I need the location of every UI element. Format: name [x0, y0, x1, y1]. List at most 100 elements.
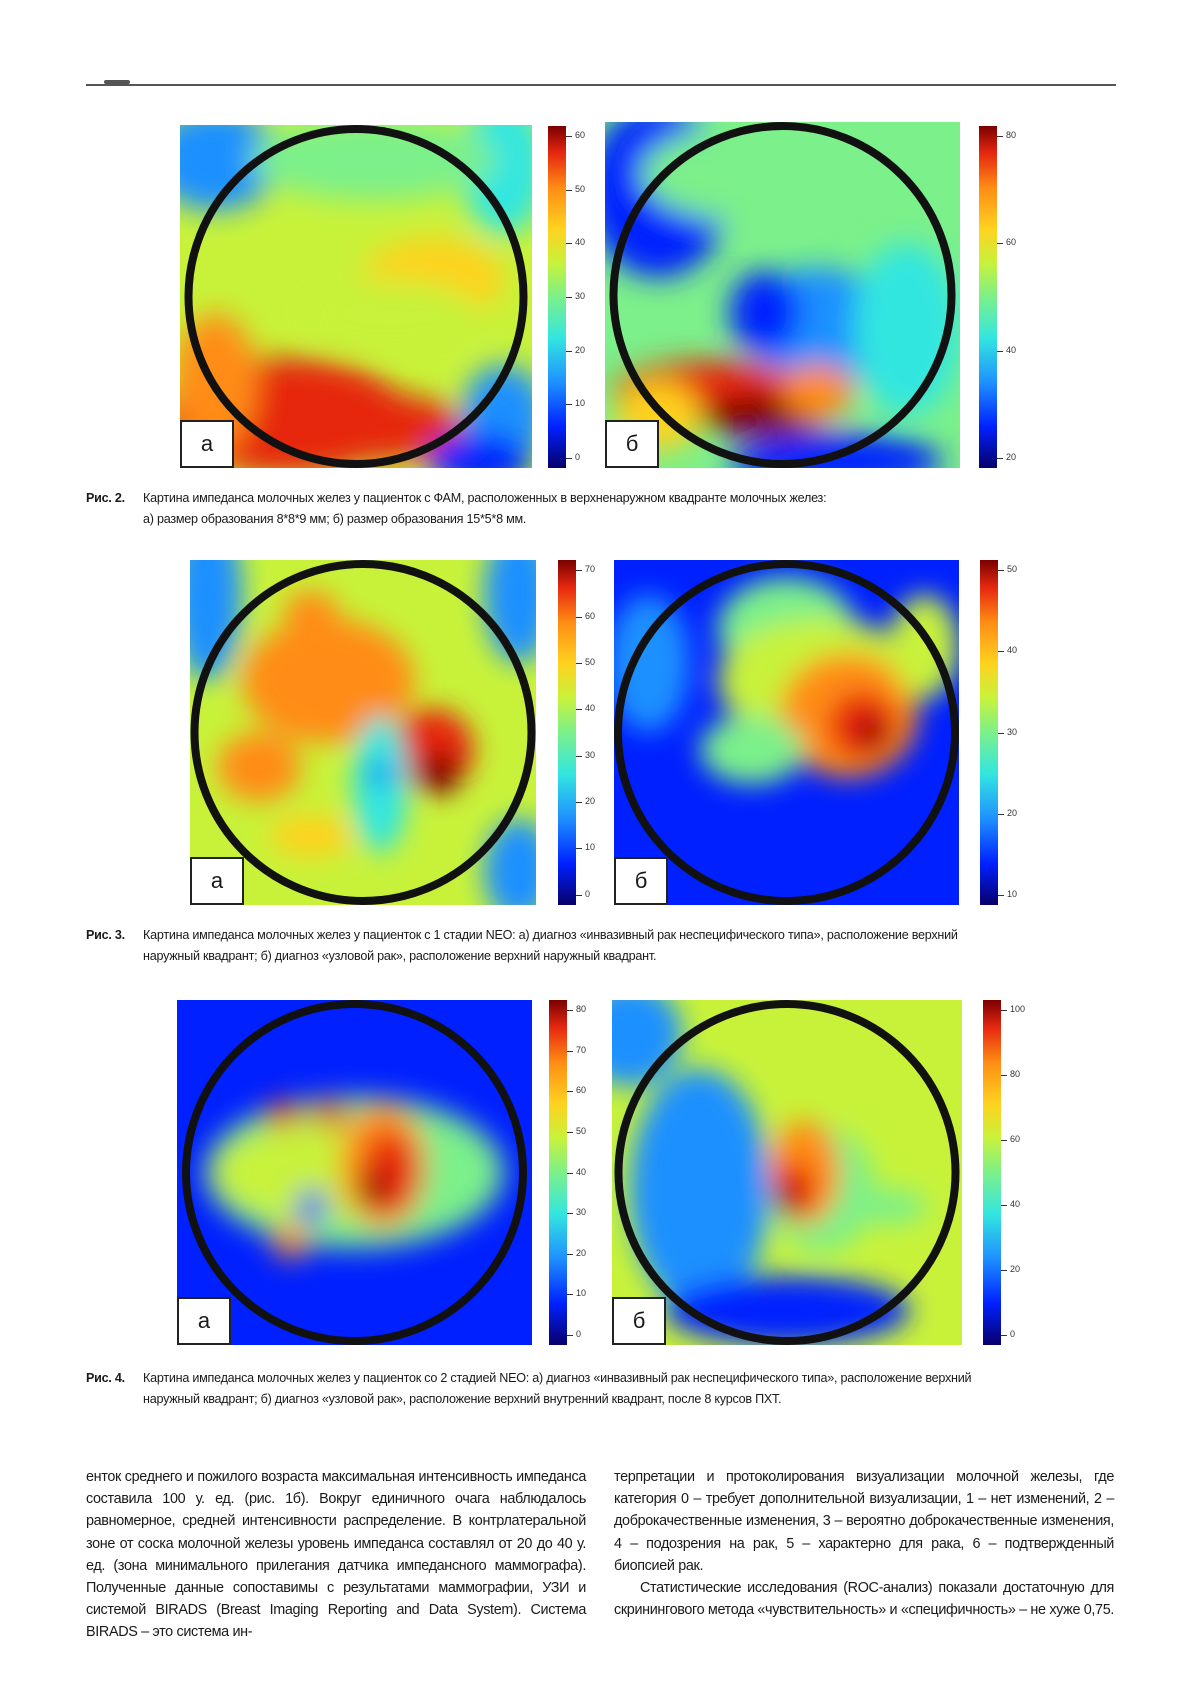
colorbar-tick-mark: [576, 848, 582, 849]
fig2-colorbar-a-gradient: [548, 126, 566, 468]
fig2-panel-b-label: б: [605, 420, 659, 468]
colorbar-tick-label: 70: [585, 564, 595, 574]
p2a-impedance-image: [180, 125, 532, 468]
colorbar-tick-mark: [998, 651, 1004, 652]
fig2-caption-number: Рис. 2.: [86, 488, 143, 509]
colorbar-tick-mark: [566, 136, 572, 137]
colorbar-tick-label: 20: [1010, 1264, 1020, 1274]
fig4-caption-line2: наружный квадрант; б) диагноз «узловой р…: [86, 1389, 971, 1410]
fig2-colorbar-b-gradient: [979, 126, 997, 468]
fig2-caption: Рис. 2.Картина импеданса молочных желез …: [86, 488, 826, 530]
colorbar-tick-mark: [567, 1335, 573, 1336]
colorbar-tick-label: 50: [1007, 564, 1017, 574]
fig3-colorbar-a-gradient: [558, 560, 576, 905]
fig3-panel-a-heatmap: а: [190, 560, 536, 905]
colorbar-tick-mark: [1001, 1140, 1007, 1141]
colorbar-tick-mark: [1001, 1335, 1007, 1336]
fig2-panel-a-label: а: [180, 420, 234, 468]
colorbar-tick-label: 50: [585, 657, 595, 667]
colorbar-tick-mark: [567, 1173, 573, 1174]
colorbar-tick-label: 40: [1006, 345, 1016, 355]
colorbar-tick-mark: [576, 617, 582, 618]
colorbar-tick-mark: [566, 458, 572, 459]
colorbar-tick-mark: [998, 895, 1004, 896]
colorbar-tick-label: 40: [1010, 1199, 1020, 1209]
fig2-caption-line2: а) размер образования 8*8*9 мм; б) разме…: [86, 509, 826, 530]
colorbar-tick-mark: [567, 1051, 573, 1052]
body-left-paragraph: енток среднего и пожилого возраста макси…: [86, 1466, 586, 1644]
colorbar-tick-label: 50: [575, 184, 585, 194]
fig3-panel-a-label: а: [190, 857, 244, 905]
fig4-caption-line1: Картина импеданса молочных желез у пацие…: [143, 1371, 971, 1385]
colorbar-tick-mark: [566, 243, 572, 244]
fig2-panel-b-heatmap: б: [605, 122, 960, 468]
fig4-panel-b-heatmap: б: [612, 1000, 962, 1345]
colorbar-tick-mark: [567, 1294, 573, 1295]
colorbar-tick-mark: [576, 895, 582, 896]
fig4-panel-a-heatmap: а: [177, 1000, 532, 1345]
colorbar-tick-label: 70: [576, 1045, 586, 1055]
fig3-caption-line1: Картина импеданса молочных желез у пацие…: [143, 928, 958, 942]
fig3-colorbar-b-gradient: [980, 560, 998, 905]
colorbar-tick-label: 80: [1010, 1069, 1020, 1079]
colorbar-tick-mark: [566, 351, 572, 352]
fig3-caption: Рис. 3.Картина импеданса молочных желез …: [86, 925, 958, 967]
colorbar-tick-label: 30: [575, 291, 585, 301]
p3b-impedance-image: [614, 560, 959, 905]
colorbar-tick-mark: [566, 190, 572, 191]
colorbar-tick-label: 20: [585, 796, 595, 806]
colorbar-tick-label: 60: [1010, 1134, 1020, 1144]
colorbar-tick-label: 80: [576, 1004, 586, 1014]
colorbar-tick-mark: [998, 570, 1004, 571]
colorbar-tick-label: 10: [585, 842, 595, 852]
colorbar-tick-label: 60: [575, 130, 585, 140]
colorbar-tick-label: 100: [1010, 1004, 1025, 1014]
p2b-impedance-image: [605, 122, 960, 468]
fig4-caption: Рис. 4.Картина импеданса молочных желез …: [86, 1368, 971, 1410]
colorbar-tick-mark: [998, 814, 1004, 815]
colorbar-tick-mark: [576, 570, 582, 571]
colorbar-tick-label: 0: [575, 452, 580, 462]
body-left-column: енток среднего и пожилого возраста макси…: [86, 1466, 586, 1644]
colorbar-tick-mark: [1001, 1270, 1007, 1271]
colorbar-tick-mark: [567, 1010, 573, 1011]
colorbar-tick-mark: [567, 1213, 573, 1214]
colorbar-tick-mark: [566, 404, 572, 405]
p4a-impedance-image: [177, 1000, 532, 1345]
colorbar-tick-mark: [567, 1132, 573, 1133]
body-right-paragraph-1: терпретации и протоколирования визуализа…: [614, 1466, 1114, 1577]
colorbar-tick-label: 80: [1006, 130, 1016, 140]
colorbar-tick-mark: [566, 297, 572, 298]
colorbar-tick-label: 20: [576, 1248, 586, 1258]
fig3-panel-b-heatmap: б: [614, 560, 959, 905]
colorbar-tick-label: 0: [576, 1329, 581, 1339]
colorbar-tick-label: 10: [575, 398, 585, 408]
colorbar-tick-label: 20: [575, 345, 585, 355]
colorbar-tick-label: 40: [1007, 645, 1017, 655]
colorbar-tick-mark: [576, 663, 582, 664]
colorbar-tick-label: 20: [1006, 452, 1016, 462]
fig4-caption-number: Рис. 4.: [86, 1368, 143, 1389]
colorbar-tick-mark: [1001, 1010, 1007, 1011]
colorbar-tick-label: 20: [1007, 808, 1017, 818]
colorbar-tick-mark: [576, 756, 582, 757]
colorbar-tick-label: 30: [1007, 727, 1017, 737]
colorbar-tick-label: 50: [576, 1126, 586, 1136]
p3a-impedance-image: [190, 560, 536, 905]
colorbar-tick-label: 10: [1007, 889, 1017, 899]
colorbar-tick-mark: [567, 1091, 573, 1092]
colorbar-tick-label: 60: [585, 611, 595, 621]
colorbar-tick-mark: [997, 243, 1003, 244]
colorbar-tick-mark: [997, 458, 1003, 459]
colorbar-tick-label: 0: [585, 889, 590, 899]
fig3-caption-number: Рис. 3.: [86, 925, 143, 946]
colorbar-tick-label: 30: [585, 750, 595, 760]
colorbar-tick-label: 30: [576, 1207, 586, 1217]
colorbar-tick-label: 0: [1010, 1329, 1015, 1339]
body-right-paragraph-2: Статистические исследования (ROC-анализ)…: [614, 1577, 1114, 1621]
colorbar-tick-mark: [1001, 1075, 1007, 1076]
colorbar-tick-mark: [567, 1254, 573, 1255]
colorbar-tick-mark: [576, 802, 582, 803]
fig3-caption-line2: наружный квадрант; б) диагноз «узловой р…: [86, 946, 958, 967]
fig4-panel-b-label: б: [612, 1297, 666, 1345]
